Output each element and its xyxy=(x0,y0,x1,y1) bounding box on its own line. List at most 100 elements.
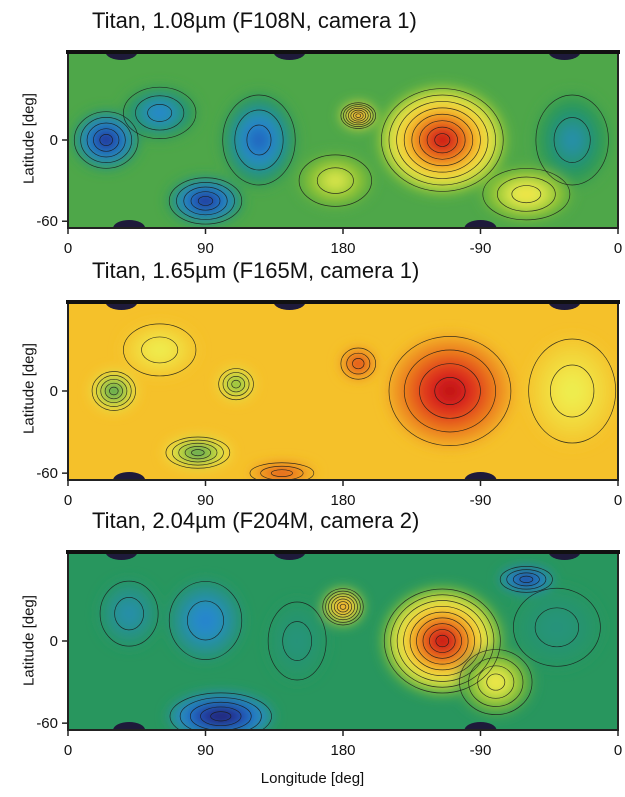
contour-3-2 xyxy=(183,186,228,216)
contour-5-1 xyxy=(135,95,185,131)
feature-7-level-7 xyxy=(522,577,530,582)
contour-3-4 xyxy=(197,195,214,206)
y-tick-label-0: 0 xyxy=(50,383,58,400)
panel-1: Titan, 1.08µm (F108N, camera 1) Latitude… xyxy=(0,0,625,250)
map-field-2 xyxy=(68,302,618,480)
x-tick-label-0: 0 xyxy=(64,742,72,759)
contour-0-0 xyxy=(388,336,512,446)
contour-5-0 xyxy=(267,601,327,681)
contour-2-4 xyxy=(99,133,113,147)
contour-0-4 xyxy=(411,113,474,167)
contour-2-1 xyxy=(96,375,132,407)
feature-3-level-7 xyxy=(233,382,239,387)
map-panel-3: 0 90 180 -90 0 0 -60 xyxy=(36,550,622,759)
map-panel-1: 0 90 180 -90 0 0 -60 xyxy=(36,50,622,257)
feature-0-level-7 xyxy=(434,634,450,648)
contour-0-6 xyxy=(426,126,458,154)
contour-8-3 xyxy=(486,673,506,691)
feature-6-level-7 xyxy=(567,134,577,146)
x-tick-label-4: 0 xyxy=(614,240,622,257)
contour-1-6 xyxy=(339,603,347,610)
contour-1-4 xyxy=(333,598,353,615)
contour-2-3 xyxy=(200,706,242,727)
contour-4-2 xyxy=(178,442,218,463)
contour-3-1 xyxy=(222,372,250,397)
contour-3-0 xyxy=(218,368,254,401)
contour-2-2 xyxy=(100,378,128,404)
contour-6-0 xyxy=(528,338,617,444)
edge-gap-3 xyxy=(113,472,146,480)
contour-1-0 xyxy=(340,102,377,129)
contour-1-1 xyxy=(342,104,374,128)
x-tick-label-0: 0 xyxy=(64,240,72,257)
edge-gap-4 xyxy=(464,472,497,480)
feature-5-level-7 xyxy=(293,635,301,647)
contour-8-0 xyxy=(459,649,533,715)
feature-8-level-7 xyxy=(330,177,341,184)
feature-6-level-7 xyxy=(566,384,578,398)
contour-2-0 xyxy=(169,692,272,730)
contour-8-1 xyxy=(316,167,354,194)
contour-3-3 xyxy=(190,191,221,211)
feature-5-level-7 xyxy=(154,109,165,117)
x-tick-label-3: -90 xyxy=(470,240,492,257)
feature-5-level-7 xyxy=(277,471,287,475)
contour-5-0 xyxy=(249,462,315,480)
panel-2: Titan, 1.65µm (F165M, camera 1) Latitude… xyxy=(0,250,625,500)
contour-0-7 xyxy=(429,629,456,653)
contour-7-1 xyxy=(506,569,547,590)
contour-5-1 xyxy=(260,465,304,480)
contour-0-4 xyxy=(409,611,475,671)
contour-0-3 xyxy=(403,107,481,173)
y-tick-label-0: 0 xyxy=(50,633,58,650)
contour-2-3 xyxy=(104,382,123,400)
feature-2-level-7 xyxy=(101,136,111,144)
contour-3-1 xyxy=(176,182,235,220)
feature-7-level-7 xyxy=(520,190,533,198)
x-axis-label: Longitude [deg] xyxy=(260,770,365,787)
feature-8-level-7 xyxy=(491,677,501,687)
contour-0-0 xyxy=(380,88,504,192)
contour-7-2 xyxy=(511,185,542,204)
contour-0-2 xyxy=(396,101,489,179)
feature-0-level-7 xyxy=(441,383,458,399)
contour-1-1 xyxy=(325,590,361,623)
contour-8-0 xyxy=(298,154,372,207)
contour-4-1 xyxy=(171,439,224,466)
contour-5-2 xyxy=(270,469,293,477)
contour-1-3 xyxy=(347,107,369,124)
contour-3-2 xyxy=(226,375,246,393)
feature-6-level-7 xyxy=(551,622,563,633)
x-tick-label-1: 90 xyxy=(197,240,214,257)
x-tick-label-2: 180 xyxy=(330,492,355,509)
panel-3-title: Titan, 2.04µm (F204M, camera 2) xyxy=(92,508,420,533)
panel-3: Titan, 2.04µm (F204M, camera 2) Latitude… xyxy=(0,500,625,770)
feature-1-level-7 xyxy=(355,361,361,366)
contour-0-2 xyxy=(396,600,488,682)
contour-6-1 xyxy=(550,364,595,418)
contour-4-0 xyxy=(222,94,296,186)
contour-0-2 xyxy=(419,363,481,419)
contour-0-3 xyxy=(434,376,466,406)
contour-1-5 xyxy=(352,111,364,120)
feature-4-level-7 xyxy=(193,450,203,455)
contour-8-2 xyxy=(477,665,515,699)
contour-4-3 xyxy=(184,446,211,460)
x-tick-label-1: 90 xyxy=(197,742,214,759)
contour-1-6 xyxy=(355,113,362,118)
contour-1-2 xyxy=(352,358,365,370)
contour-1-2 xyxy=(345,106,372,126)
panel-2-title: Titan, 1.65µm (F165M, camera 1) xyxy=(92,258,420,283)
feature-2-level-7 xyxy=(110,388,117,394)
contour-5-2 xyxy=(147,103,173,122)
contour-3-3 xyxy=(231,379,241,389)
contour-7-0 xyxy=(499,566,553,593)
y-tick-label-1: -60 xyxy=(36,465,58,482)
contour-7-2 xyxy=(512,572,540,587)
y-tick-label-1: -60 xyxy=(36,715,58,732)
contour-5-1 xyxy=(282,621,313,661)
contour-6-0 xyxy=(512,587,601,667)
contour-0-7 xyxy=(434,133,451,147)
feature-4-level-7 xyxy=(254,134,264,146)
x-tick-label-0: 0 xyxy=(64,492,72,509)
